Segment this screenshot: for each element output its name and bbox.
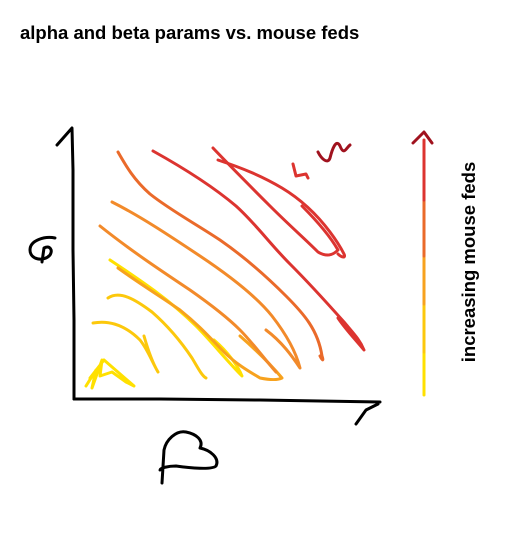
gradient-arrowhead (411, 130, 434, 145)
contour-line-3 (106, 293, 208, 380)
x-axis-arrowhead (354, 402, 380, 426)
contour-line-8 (151, 149, 366, 352)
beta-symbol (158, 430, 219, 485)
contour-line-11 (291, 162, 310, 180)
alpha-symbol (28, 236, 57, 264)
y-axis (55, 126, 76, 401)
contour-line-10 (216, 158, 346, 259)
x-axis (72, 397, 382, 404)
corner-scribble (84, 358, 136, 390)
page-title: alpha and beta params vs. mouse feds (20, 22, 360, 43)
contour-line-9 (211, 146, 340, 257)
contour-line-5 (98, 224, 278, 374)
contour-line-2 (91, 320, 160, 374)
contour-line-6 (110, 200, 302, 370)
contour-line-7 (116, 150, 325, 362)
contour-line-4 (116, 266, 284, 381)
top-right-scribble (316, 141, 352, 163)
